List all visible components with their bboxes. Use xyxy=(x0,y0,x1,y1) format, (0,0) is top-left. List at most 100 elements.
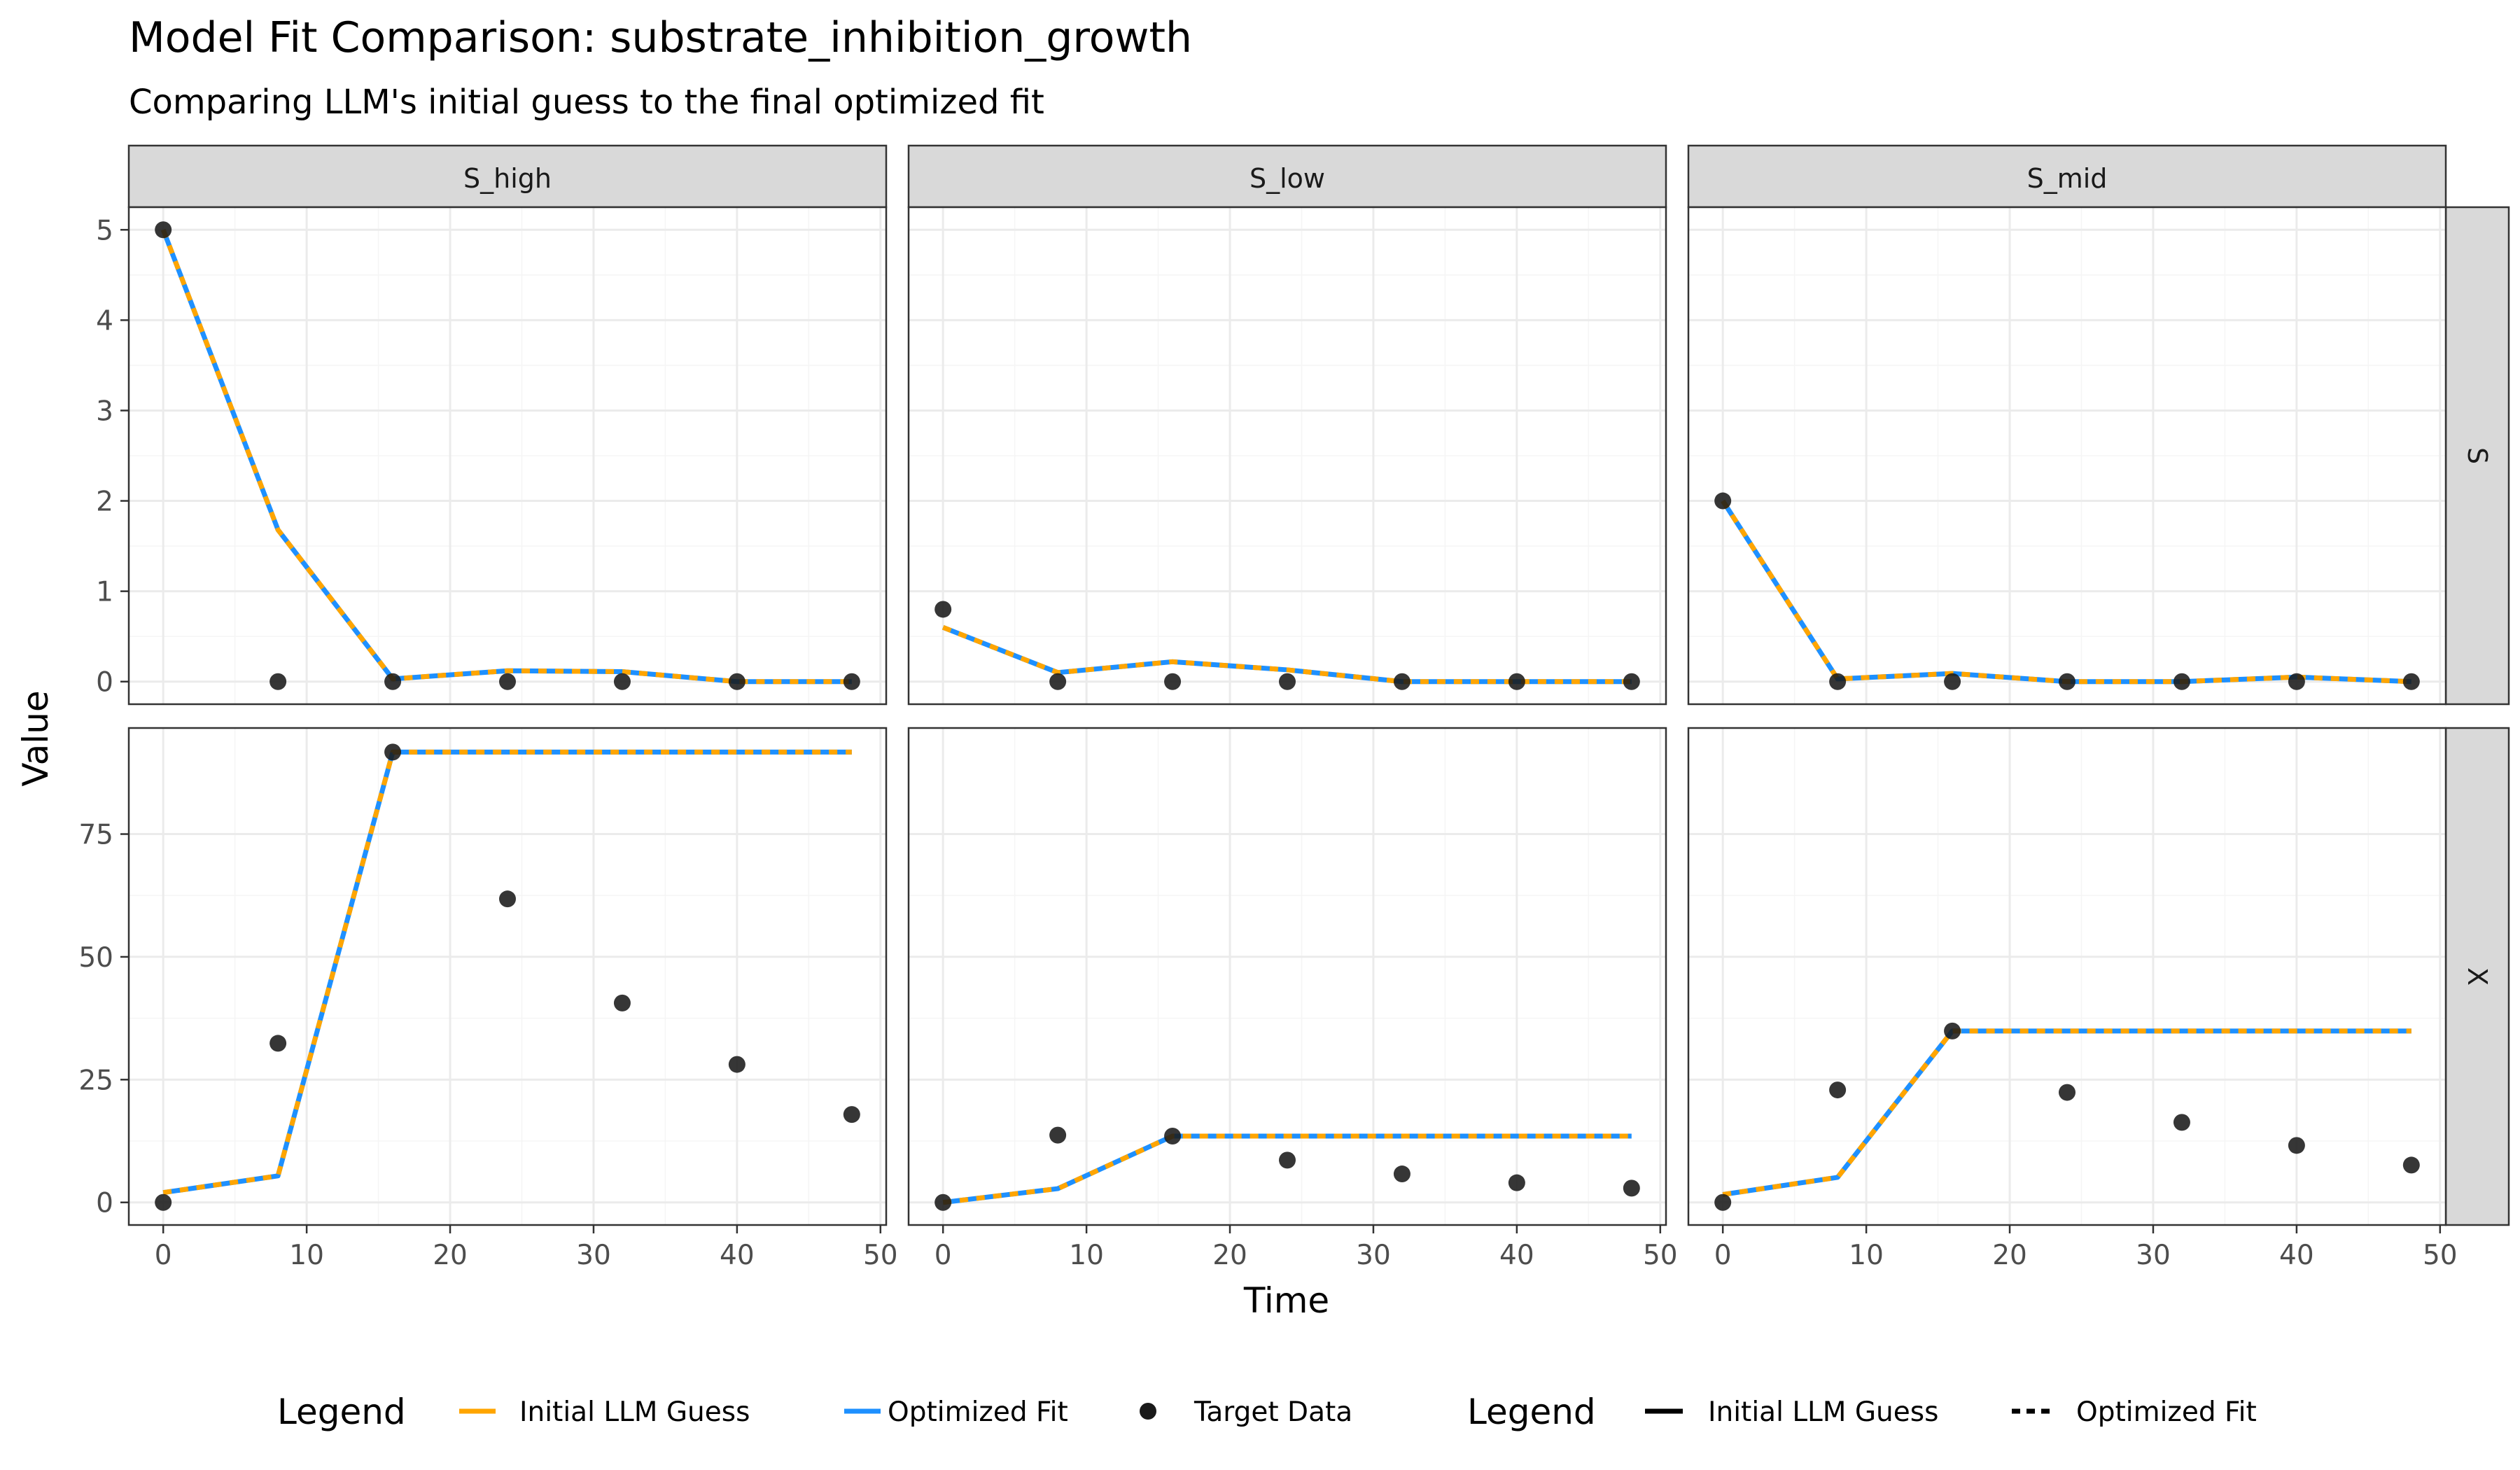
target-data-point xyxy=(728,1056,746,1073)
target-data-point xyxy=(934,1194,952,1211)
facet-strip-S_low xyxy=(907,144,1667,209)
x-tick-label: 30 xyxy=(576,1240,611,1271)
x-tick-label: 50 xyxy=(863,1240,898,1271)
x-axis-title: Time xyxy=(1243,1280,1329,1321)
target-data-point xyxy=(1829,673,1847,690)
target-data-point xyxy=(1714,492,1732,510)
panel-S_mid-X xyxy=(1687,727,2447,1226)
target-data-point xyxy=(613,673,631,690)
x-tick-label: 0 xyxy=(934,1240,952,1271)
target-data-point xyxy=(1049,1126,1067,1144)
target-data-point xyxy=(1508,673,1525,690)
target-data-point xyxy=(1623,1180,1640,1197)
target-data-point xyxy=(1279,673,1296,690)
series-line-initial-guess xyxy=(942,1133,1632,1205)
facet-strip-X xyxy=(2444,727,2510,1226)
target-data-point xyxy=(270,1035,287,1052)
y-tick-label: 4 xyxy=(96,305,113,337)
panel-border xyxy=(907,727,1667,1226)
panel-S_low-S xyxy=(907,206,1667,706)
target-data-point xyxy=(1164,673,1182,690)
y-axis-title: Value xyxy=(15,690,56,786)
target-data-point xyxy=(155,221,172,239)
series-line-initial-guess xyxy=(1722,1028,2412,1197)
series-line-optimized-fit xyxy=(162,749,852,1196)
chart-subtitle: Comparing LLM's initial guess to the fin… xyxy=(129,83,1044,122)
target-data-point xyxy=(934,601,952,618)
y-tick-label: 1 xyxy=(96,577,113,608)
panel-border xyxy=(127,206,888,706)
target-data-point xyxy=(613,994,631,1011)
y-tick-label: 2 xyxy=(96,486,113,518)
target-data-point xyxy=(1623,673,1640,690)
target-data-point xyxy=(1393,1166,1410,1183)
target-data-point xyxy=(155,1194,172,1211)
legend: Legend Initial LLM Guess Optimized Fit Targ… xyxy=(277,1392,2257,1432)
target-data-point xyxy=(1714,1194,1732,1211)
legend-title-linetype: Legend xyxy=(1467,1392,1596,1432)
x-tick-label: 0 xyxy=(1714,1240,1732,1271)
legend-title-color: Legend xyxy=(277,1392,406,1432)
panel-background xyxy=(129,728,886,1225)
x-tick-label: 0 xyxy=(155,1240,172,1271)
x-tick-label: 20 xyxy=(1992,1240,2027,1271)
facet-panels: S_high S_low S_mid S X xyxy=(127,144,2510,1226)
x-tick-label: 30 xyxy=(1356,1240,1391,1271)
target-data-point xyxy=(499,673,516,690)
x-tick-label: 50 xyxy=(1643,1240,1678,1271)
panel-S_high-S xyxy=(127,206,888,706)
series-line-initial-guess xyxy=(941,625,1632,685)
facet-strip-S xyxy=(2444,206,2510,706)
x-tick-label: 10 xyxy=(1069,1240,1104,1271)
target-data-point xyxy=(2402,673,2420,690)
facet-label-S_low: S_low xyxy=(1250,163,1325,194)
target-data-point xyxy=(1508,1174,1525,1191)
facet-strip-S_mid xyxy=(1687,144,2447,209)
facet-label-S: S xyxy=(2462,447,2493,464)
target-data-point xyxy=(2059,1084,2076,1101)
target-data-point xyxy=(2288,1137,2305,1154)
y-tick-label: 0 xyxy=(96,1188,113,1219)
y-tick-label: 0 xyxy=(96,667,113,699)
target-data-point xyxy=(843,1106,860,1124)
target-data-point xyxy=(1944,1022,1961,1040)
legend-label-dashed: Optimized Fit xyxy=(2076,1396,2257,1428)
legend-label-target-data: Target Data xyxy=(1194,1396,1352,1428)
target-data-point xyxy=(2173,1114,2190,1131)
y-tick-label: 5 xyxy=(96,215,113,246)
panel-background xyxy=(909,728,1666,1225)
legend-label-solid: Initial LLM Guess xyxy=(1708,1396,1938,1428)
target-data-point xyxy=(270,673,287,690)
panel-border xyxy=(1687,727,2447,1226)
target-data-point xyxy=(2173,673,2190,690)
target-data-point xyxy=(2059,673,2076,690)
target-data-point xyxy=(843,673,860,690)
panel-background xyxy=(1688,728,2446,1225)
target-data-point xyxy=(2402,1156,2420,1174)
y-tick-label: 75 xyxy=(78,820,113,851)
target-data-point xyxy=(1829,1082,1847,1099)
target-data-point xyxy=(1944,673,1961,690)
x-tick-label: 40 xyxy=(1499,1240,1534,1271)
facet-strip-S_high xyxy=(127,144,888,209)
panel-border xyxy=(1687,206,2447,706)
legend-key-target-data xyxy=(1140,1403,1156,1420)
x-tick-label: 10 xyxy=(1849,1240,1884,1271)
x-tick-label: 50 xyxy=(2423,1240,2458,1271)
x-tick-label: 10 xyxy=(289,1240,324,1271)
x-tick-label: 40 xyxy=(720,1240,755,1271)
y-tick-label: 3 xyxy=(96,396,113,427)
y-tick-label: 50 xyxy=(78,942,113,974)
chart-title: Model Fit Comparison: substrate_inhibiti… xyxy=(129,13,1192,62)
target-data-point xyxy=(384,673,402,690)
target-data-point xyxy=(499,890,516,908)
facet-label-S_high: S_high xyxy=(463,163,552,194)
target-data-point xyxy=(1279,1152,1296,1169)
target-data-point xyxy=(1164,1128,1182,1145)
panel-S_mid-S xyxy=(1687,206,2447,706)
panel-border xyxy=(127,727,888,1226)
target-data-point xyxy=(728,673,746,690)
legend-label-optimized-fit: Optimized Fit xyxy=(888,1396,1068,1428)
